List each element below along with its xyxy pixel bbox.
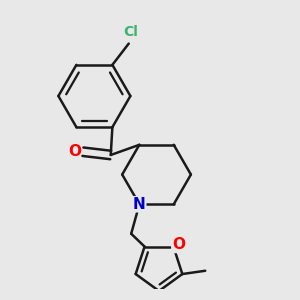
Text: Cl: Cl <box>123 25 138 39</box>
Text: O: O <box>68 144 81 159</box>
Text: N: N <box>133 197 146 212</box>
Text: O: O <box>172 238 185 253</box>
